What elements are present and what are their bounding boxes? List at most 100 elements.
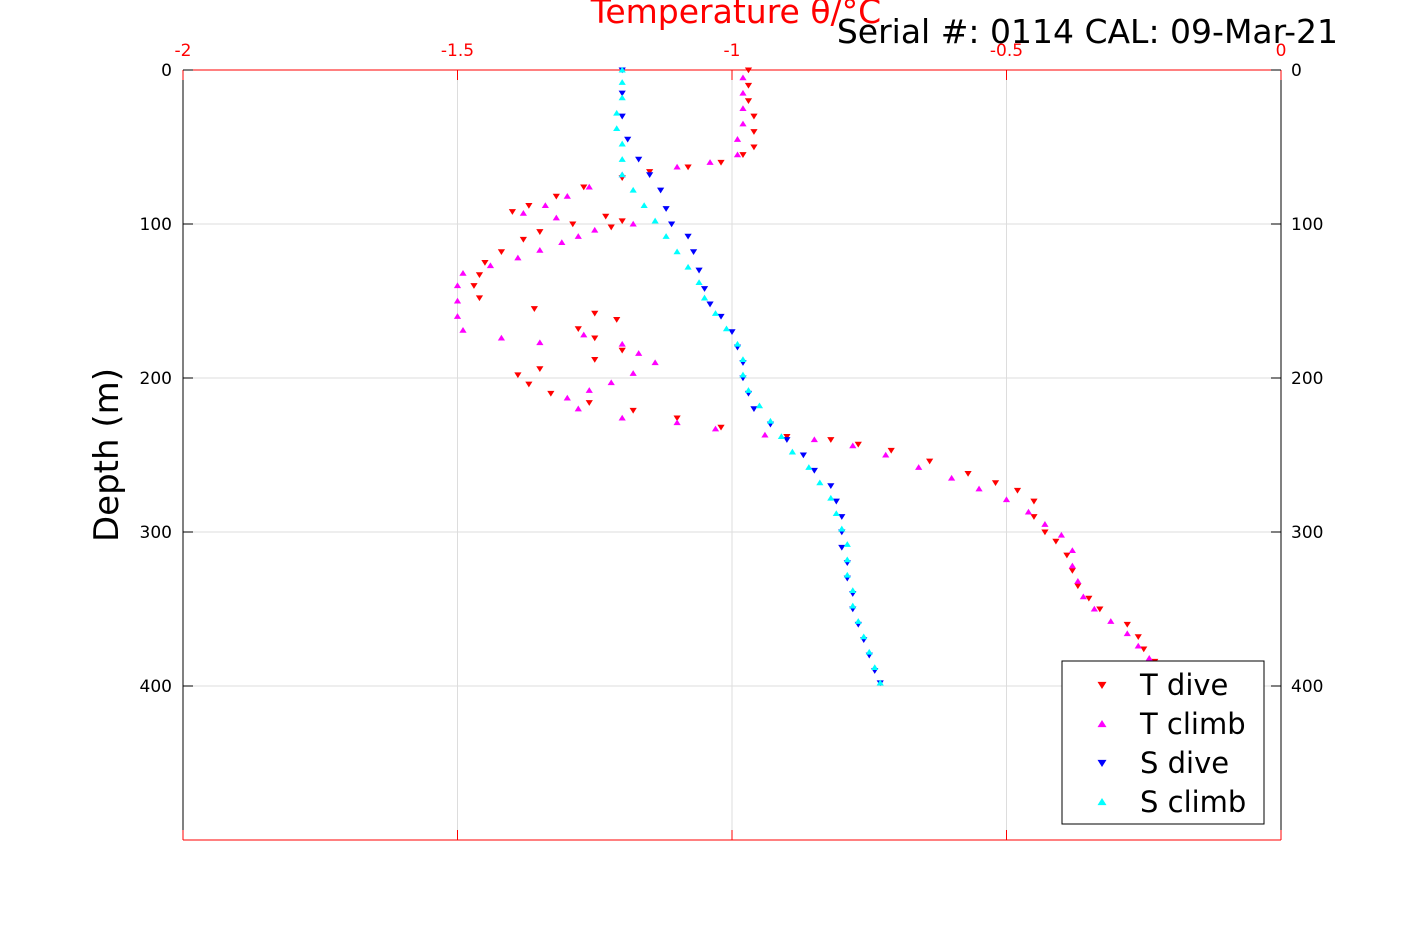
t-dive-point	[569, 221, 577, 228]
t-dive-point	[717, 424, 725, 431]
data-marks	[453, 66, 1170, 687]
t-climb-point	[580, 331, 588, 338]
t-climb-point	[486, 262, 495, 269]
t-climb-point	[711, 425, 720, 432]
t-climb-point	[629, 220, 637, 227]
t-dive-series	[470, 67, 1170, 674]
y-tick-label-right: 100	[1291, 215, 1323, 235]
chart-title: Temperature θ/°C	[590, 0, 881, 31]
t-dive-point	[1052, 538, 1060, 545]
s-climb-point	[673, 248, 681, 255]
t-dive-point	[684, 164, 692, 171]
s-climb-point	[777, 433, 786, 440]
s-dive-point	[618, 90, 626, 97]
t-climb-point	[1024, 508, 1033, 515]
t-dive-point	[497, 249, 506, 255]
s-climb-point	[618, 156, 626, 162]
t-climb-point	[739, 120, 747, 127]
s-dive-point	[695, 267, 703, 274]
s-climb-point	[662, 233, 670, 239]
s-climb-point	[684, 263, 692, 270]
s-climb-point	[838, 525, 846, 532]
t-climb-point	[739, 105, 747, 112]
t-dive-point	[1134, 634, 1142, 640]
s-climb-point	[739, 371, 747, 378]
y-tick-label-right: 400	[1291, 677, 1323, 697]
t-dive-point	[717, 159, 725, 166]
x-tick-label: -1	[724, 41, 741, 61]
legend-box	[1061, 660, 1265, 825]
s-climb-point	[640, 202, 648, 209]
t-dive-point	[525, 381, 533, 388]
s-dive-point	[827, 483, 835, 490]
t-climb-point	[706, 159, 714, 165]
t-dive-point	[618, 218, 626, 225]
s-dive-point	[684, 233, 692, 240]
t-dive-point	[1123, 621, 1131, 628]
s-climb-point	[722, 325, 731, 332]
t-dive-point	[964, 470, 972, 477]
y-tick-label-right: 300	[1291, 523, 1323, 543]
s-climb-point	[618, 94, 626, 101]
t-climb-point	[651, 359, 659, 366]
x-tick-label: -1.5	[441, 41, 474, 61]
t-climb-point	[1079, 593, 1087, 600]
t-dive-point	[470, 283, 478, 289]
s-climb-point	[711, 310, 720, 316]
t-dive-point	[827, 437, 835, 443]
s-dive-point	[618, 113, 626, 120]
s-climb-point	[805, 464, 813, 470]
t-climb-point	[673, 163, 681, 170]
t-climb-point	[1134, 642, 1142, 649]
t-climb-series	[453, 74, 1159, 672]
legend-marker-s-climb	[1097, 797, 1107, 806]
s-dive-point	[832, 498, 840, 505]
s-dive-point	[838, 544, 846, 551]
t-dive-point	[750, 113, 758, 120]
t-climb-point	[585, 387, 593, 393]
s-climb-point	[843, 556, 851, 563]
s-dive-point	[706, 301, 714, 308]
t-climb-point	[519, 209, 527, 216]
t-dive-point	[481, 259, 489, 266]
t-climb-point	[733, 136, 742, 142]
s-climb-point	[613, 125, 621, 132]
s-dive-point	[657, 187, 665, 194]
t-climb-point	[459, 327, 467, 333]
s-climb-point	[651, 217, 659, 224]
t-climb-point	[453, 313, 462, 319]
s-climb-point	[629, 186, 637, 193]
t-dive-point	[591, 335, 599, 342]
t-dive-point	[519, 236, 527, 243]
t-dive-point	[574, 326, 582, 332]
s-climb-point	[876, 679, 884, 686]
t-dive-point	[744, 82, 753, 89]
t-dive-point	[1074, 583, 1082, 590]
t-climb-point	[1002, 496, 1011, 503]
s-dive-point	[700, 286, 709, 292]
t-climb-point	[1074, 578, 1082, 584]
t-climb-point	[618, 414, 626, 421]
t-climb-point	[849, 442, 857, 449]
t-climb-point	[761, 431, 769, 438]
t-climb-point	[1041, 521, 1049, 527]
t-dive-point	[744, 67, 753, 74]
s-dive-point	[689, 249, 698, 255]
t-climb-point	[558, 239, 566, 245]
t-dive-point	[547, 390, 555, 397]
s-climb-point	[618, 171, 626, 178]
t-climb-point	[1123, 630, 1131, 637]
t-climb-point	[975, 485, 983, 492]
t-dive-point	[1096, 606, 1104, 613]
t-climb-point	[629, 370, 637, 376]
t-climb-point	[739, 89, 747, 96]
t-dive-point	[1063, 552, 1071, 559]
t-climb-point	[536, 339, 544, 346]
legend-label-t-climb: T climb	[1139, 707, 1246, 741]
s-dive-point	[799, 452, 807, 459]
s-climb-point	[755, 402, 764, 409]
t-climb-point	[585, 183, 593, 190]
t-dive-point	[1030, 514, 1038, 520]
legend: T dive T climb S dive S climb	[1061, 660, 1265, 825]
